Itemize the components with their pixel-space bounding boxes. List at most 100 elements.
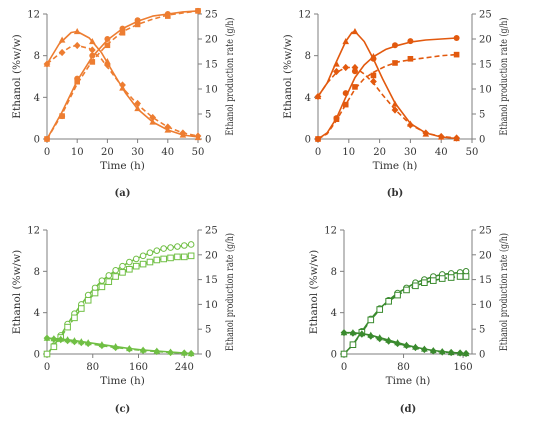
y-tick-label: 8 [34, 267, 40, 278]
data-point-square [119, 29, 126, 36]
data-point-square [342, 101, 349, 108]
data-point-triangle [370, 53, 377, 60]
y-tick-label: 0 [331, 350, 337, 361]
y-tick-label: 0 [34, 135, 40, 146]
y2-tick-label: 0 [479, 135, 485, 146]
data-point-circle-open [167, 244, 174, 251]
x-axis-title: Time (h) [100, 375, 145, 387]
x-tick-label: 20 [101, 147, 114, 158]
x-tick-label: 0 [44, 362, 50, 373]
y2-axis-title: Ethanol production rate (g/h) [498, 18, 510, 136]
data-point-diamond [179, 129, 187, 137]
data-point-diamond [422, 129, 430, 137]
y2-tick-label: 0 [205, 350, 211, 361]
y2-tick-label: 5 [479, 110, 485, 121]
data-point-diamond [153, 347, 161, 356]
y2-tick-label: 15 [205, 275, 218, 286]
data-point-square-open [64, 323, 71, 331]
y-tick-label: 12 [298, 10, 311, 21]
data-point-square [392, 60, 398, 66]
data-point-diamond [73, 41, 81, 50]
data-point-triangle [134, 105, 141, 112]
y2-tick-label: 25 [205, 10, 218, 21]
series-0-line [343, 270, 467, 355]
x-tick-label: 50 [192, 147, 205, 158]
data-point-square-open [430, 277, 437, 284]
data-point-diamond [342, 63, 350, 72]
data-point-triangle [73, 28, 81, 35]
y-tick-label: 4 [34, 93, 40, 104]
panel-label: (a) [115, 188, 131, 199]
data-point-triangle [89, 38, 96, 45]
panel-c: 0 80 160 240 0 4 8 12 0 5 10 15 20 25 Time (h) Ethanol … [11, 226, 236, 416]
data-point-diamond [407, 121, 414, 129]
data-point-diamond [420, 345, 428, 354]
data-point-diamond [385, 337, 393, 345]
data-point-circle-open [132, 255, 140, 263]
data-point-square [315, 136, 321, 142]
data-point-square-open [98, 283, 106, 291]
data-point-diamond [57, 336, 65, 344]
data-point-diamond [358, 330, 366, 338]
x-tick-label: 0 [44, 147, 50, 158]
y-tick-label: 12 [27, 10, 40, 21]
x-tick-label: 30 [131, 147, 144, 158]
x-tick-label: 40 [435, 147, 448, 158]
y2-tick-label: 0 [479, 350, 485, 361]
data-point-diamond [98, 341, 106, 350]
data-point-diamond [376, 335, 384, 343]
data-point-circle-open [180, 242, 188, 249]
data-point-diamond [370, 77, 377, 86]
y2-tick-label: 15 [479, 60, 492, 71]
data-point-diamond [333, 67, 340, 76]
data-point-diamond [391, 106, 399, 114]
data-point-square [59, 113, 65, 119]
series-1-line [46, 255, 192, 355]
data-point-triangle [104, 58, 111, 65]
y-tick-label: 4 [331, 308, 337, 319]
y2-tick-label: 0 [205, 135, 211, 146]
data-point-square-open [340, 350, 348, 358]
data-point-square [44, 136, 50, 142]
series-0-line [46, 243, 192, 355]
data-point-square-open [412, 282, 419, 290]
data-point-diamond [64, 337, 71, 345]
data-point-diamond [119, 81, 126, 89]
data-point-diamond [104, 61, 111, 69]
x-tick-label: 10 [342, 147, 355, 158]
y-tick-label: 8 [305, 51, 311, 62]
series-3-line [46, 44, 199, 137]
data-point-diamond [139, 346, 147, 355]
panel-label: (b) [387, 188, 403, 199]
data-point-diamond [112, 343, 120, 352]
y2-tick-label: 20 [479, 250, 492, 261]
x-axis-title: Time (h) [373, 160, 418, 172]
data-point-square-open [132, 262, 140, 270]
data-point-diamond [447, 348, 455, 357]
y-tick-label: 4 [305, 93, 311, 104]
data-point-square-open [367, 316, 375, 324]
data-point-circle-open [146, 249, 154, 257]
data-point-diamond [180, 349, 188, 357]
x-axis-title: Time (h) [100, 160, 145, 172]
y-tick-label: 12 [324, 226, 337, 237]
data-point-diamond [149, 113, 157, 122]
data-point-square [407, 55, 414, 62]
data-point-square-open [50, 343, 58, 351]
x-axis-title: Time (h) [386, 375, 431, 387]
data-point-diamond [453, 134, 460, 142]
x-tick-label: 40 [161, 147, 174, 158]
y2-axis-title: Ethanol production rate (g/h) [224, 233, 236, 351]
data-point-square-open [180, 253, 188, 261]
data-point-diamond [314, 92, 322, 101]
data-point-square-open [174, 253, 181, 261]
y-tick-label: 12 [27, 226, 40, 237]
data-point-square-open [160, 255, 167, 263]
data-point-square-open [139, 260, 147, 268]
data-point-triangle [391, 100, 399, 107]
data-point-circle-open [160, 245, 167, 252]
data-point-square-open [421, 279, 428, 286]
data-point-diamond [125, 345, 133, 353]
